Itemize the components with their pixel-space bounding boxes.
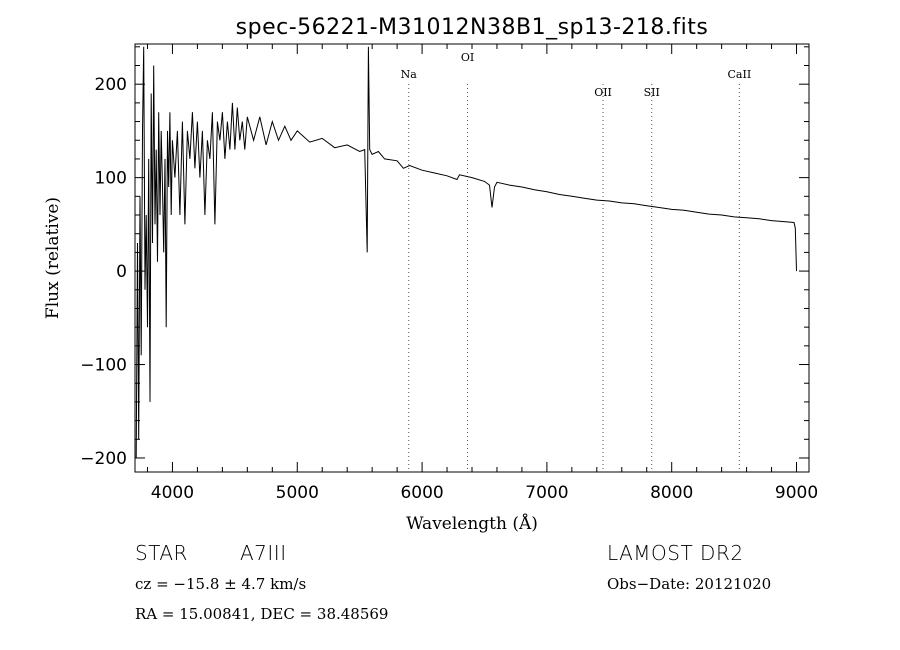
- x-tick-label: 6000: [400, 483, 443, 503]
- axis-tick-labels: 4000 5000 6000 7000 8000 9000 −200 −100 0 100 200: [80, 75, 818, 503]
- x-axis-label: Wavelength (Å): [406, 513, 538, 534]
- spectral-line-label: OII: [594, 86, 612, 99]
- chart-title: spec-56221-M31012N38B1_sp13-218.fits: [236, 15, 709, 40]
- redshift-info: cz = −15.8 ± 4.7 km/s: [135, 575, 307, 593]
- y-tick-label: −200: [80, 449, 127, 469]
- x-tick-label: 7000: [525, 483, 568, 503]
- x-tick-label: 9000: [775, 483, 818, 503]
- spectrum-line: [135, 46, 797, 459]
- object-type: STAR: [135, 541, 188, 565]
- observation-date: Obs−Date: 20121020: [607, 575, 772, 593]
- y-tick-label: −100: [80, 356, 127, 376]
- y-tick-label: 200: [95, 75, 127, 95]
- spectral-class: A7III: [240, 541, 287, 565]
- survey-name: LAMOST DR2: [607, 541, 744, 565]
- x-tick-label: 4000: [151, 483, 194, 503]
- spectral-line-label: SII: [644, 86, 660, 99]
- y-tick-label: 100: [95, 169, 127, 189]
- spectral-line-markers: Na OI OII SII CaII: [401, 51, 752, 470]
- spectral-line-label: Na: [401, 68, 418, 81]
- spectral-line-label: CaII: [728, 68, 752, 81]
- x-tick-label: 8000: [650, 483, 693, 503]
- coordinates: RA = 15.00841, DEC = 38.48569: [135, 605, 389, 623]
- plot-frame: [134, 43, 810, 473]
- x-tick-label: 5000: [276, 483, 319, 503]
- y-tick-label: 0: [116, 262, 127, 282]
- spectral-line-label: OI: [461, 51, 474, 64]
- y-axis-label: Flux (relative): [43, 197, 63, 319]
- axis-ticks: [135, 44, 809, 472]
